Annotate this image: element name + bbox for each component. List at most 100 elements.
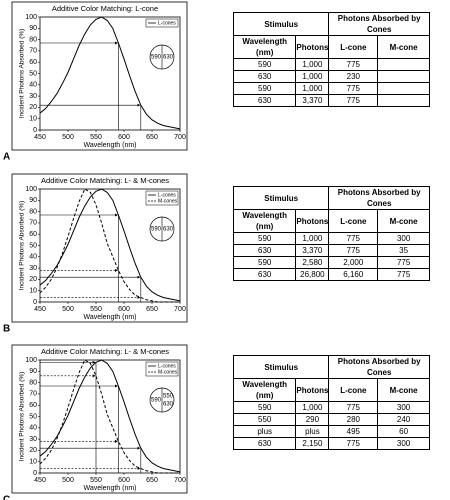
table-row: Wavelength (nm) Photons L-cone M-cone [232, 378, 430, 402]
x-tick-label: 600 [118, 134, 130, 141]
table-cell [377, 58, 430, 71]
table-cell: Photons [295, 378, 330, 402]
table-cell: M-cone [377, 378, 430, 402]
table-cell: Stimulus [232, 186, 330, 210]
y-tick-label: 20 [29, 276, 37, 283]
y-tick-label: 100 [25, 357, 37, 364]
table-row: 590 1,000 775 300 [232, 232, 430, 245]
table-cell: M-cone [377, 35, 430, 59]
table-cell: 2,000 [328, 256, 379, 269]
y-tick-label: 40 [29, 425, 37, 432]
legend-box [145, 18, 179, 28]
table-cell: 495 [328, 425, 379, 438]
table-row: 630 1,000 230 [232, 70, 430, 83]
x-tick-label: 650 [146, 306, 158, 313]
x-tick-label: 600 [118, 306, 130, 313]
table-row: plus plus 495 60 [232, 425, 430, 438]
table-cell: 630 [232, 268, 297, 281]
legend-label: L-cones [158, 363, 176, 369]
curve [39, 188, 180, 303]
x-axis-label: Wavelength (nm) [83, 314, 136, 321]
inset-label: 630 [163, 55, 174, 61]
x-tick-label: 700 [174, 134, 186, 141]
table-cell: 290 [295, 413, 330, 426]
table-row: 590 1,000 775 [232, 58, 430, 71]
table-cell: 3,370 [295, 244, 330, 257]
x-tick-label: 500 [62, 134, 74, 141]
inset-label: 590 [151, 398, 162, 404]
y-tick-label: 90 [29, 368, 37, 375]
table-cell: 590 [232, 58, 297, 71]
y-tick-label: 30 [29, 265, 37, 272]
table-cell: Stimulus [232, 12, 330, 36]
table-cell: 60 [377, 425, 430, 438]
table-cell: 6,160 [328, 268, 379, 281]
inset-label: 550 [163, 394, 174, 400]
y-tick-label: 60 [29, 402, 37, 409]
table-cell: 630 [232, 70, 297, 83]
y-tick-label: 0 [33, 470, 37, 477]
table-cell: 26,800 [295, 268, 330, 281]
x-axis-label: Wavelength (nm) [83, 142, 136, 149]
table-cell: plus [295, 425, 330, 438]
table-cell: 2,580 [295, 256, 330, 269]
table-row: Wavelength (nm) Photons L-cone M-cone [232, 35, 430, 59]
y-tick-label: 50 [29, 413, 37, 420]
table-cell: Photons Absorbed by Cones [328, 186, 430, 210]
y-tick-label: 70 [29, 391, 37, 398]
table-cell: 2,150 [295, 437, 330, 450]
table-cell: 280 [328, 413, 379, 426]
table-cell: Photons [295, 209, 330, 233]
table-cell: 1,000 [295, 232, 330, 245]
y-tick-label: 20 [29, 104, 37, 111]
table-cell: 630 [232, 94, 297, 107]
table-cell: 230 [328, 70, 379, 83]
curve [39, 16, 181, 130]
y-tick-label: 100 [25, 186, 37, 193]
table-cell: 775 [328, 401, 379, 414]
table-cell: Wavelength (nm) [232, 209, 297, 233]
table-row: Stimulus Photons Absorbed by Cones [232, 186, 430, 210]
curve [39, 188, 181, 302]
inset-label: 590 [151, 227, 162, 233]
x-tick-label: 700 [174, 306, 186, 313]
chart-title: Additive Color Matching: L-cone [52, 4, 158, 13]
y-tick-label: 20 [29, 447, 37, 454]
table-cell: 35 [377, 244, 430, 257]
legend-label: L-cones [158, 20, 176, 26]
table-row: 630 2,150 775 300 [232, 437, 430, 450]
chart-title: Additive Color Matching: L- & M-cones [41, 176, 169, 185]
table-row: 630 26,800 6,160 775 [232, 268, 430, 281]
y-tick-label: 10 [29, 288, 37, 295]
y-tick-label: 60 [29, 231, 37, 238]
x-tick-label: 500 [62, 477, 74, 484]
table-cell: plus [232, 425, 297, 438]
table-cell: L-cone [328, 209, 379, 233]
panel-label: C [3, 495, 10, 500]
table-row: Stimulus Photons Absorbed by Cones [232, 355, 430, 379]
table-row: Wavelength (nm) Photons L-cone M-cone [232, 209, 430, 233]
data-table: Stimulus Photons Absorbed by Cones Wavelen… [232, 12, 430, 107]
curve [39, 359, 181, 473]
table-cell: 775 [328, 244, 379, 257]
table-cell: Wavelength (nm) [232, 378, 297, 402]
table-cell: 300 [377, 437, 430, 450]
y-tick-label: 70 [29, 220, 37, 227]
y-tick-label: 80 [29, 208, 37, 215]
y-tick-label: 50 [29, 70, 37, 77]
y-tick-label: 0 [33, 299, 37, 306]
table-cell [377, 82, 430, 95]
legend-box [145, 361, 179, 377]
table-row: 550 290 280 240 [232, 413, 430, 426]
inset-label: 590 [151, 55, 162, 61]
table-cell: 3,370 [295, 94, 330, 107]
x-tick-label: 650 [146, 477, 158, 484]
y-tick-label: 100 [25, 14, 37, 21]
x-tick-label: 450 [34, 477, 46, 484]
table-cell: Wavelength (nm) [232, 35, 297, 59]
y-tick-label: 40 [29, 82, 37, 89]
table-cell: Photons Absorbed by Cones [328, 355, 430, 379]
table-cell: 300 [377, 232, 430, 245]
y-tick-label: 30 [29, 93, 37, 100]
